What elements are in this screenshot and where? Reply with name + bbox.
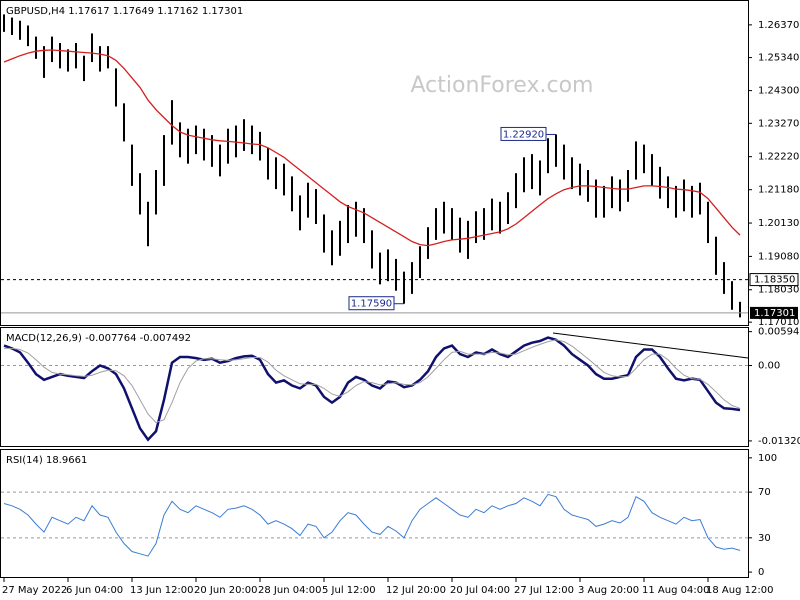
pane-title: RSI(14) 18.9661 <box>6 455 87 466</box>
rsi-pane <box>0 449 749 578</box>
y-tick-label: 70 <box>758 487 771 498</box>
y-tick-label: 0.005941 <box>758 327 800 338</box>
y-tick-label: 1.17010 <box>758 317 799 328</box>
x-tick-label: 13 Jun 12:00 <box>130 585 194 596</box>
x-tick-label: 3 Aug 20:00 <box>578 585 639 596</box>
x-tick-label: 6 Jun 04:00 <box>66 585 123 596</box>
last-price-box <box>750 306 798 319</box>
annotation-box <box>348 296 395 311</box>
y-tick-label: 100 <box>758 453 777 464</box>
y-tick-label: 1.26370 <box>758 20 799 31</box>
x-tick-label: 20 Jul 04:00 <box>450 585 510 596</box>
y-tick-label: -0.013207 <box>758 436 800 447</box>
pane-title: MACD(12,26,9) -0.007764 -0.007492 <box>6 333 191 344</box>
y-tick-label: 1.22220 <box>758 152 799 163</box>
y-tick-label: 1.25340 <box>758 53 799 64</box>
y-tick-label: 1.24300 <box>758 86 799 97</box>
y-tick-label: 1.18030 <box>758 285 799 296</box>
x-tick-label: 27 Jul 12:00 <box>514 585 574 596</box>
x-tick-label: 5 Jul 12:00 <box>322 585 376 596</box>
level-label: 1.18350 <box>754 275 795 286</box>
x-tick-label: 12 Jul 20:00 <box>386 585 446 596</box>
last-price-label: 1.17301 <box>754 308 795 319</box>
x-tick-label: 11 Aug 04:00 <box>642 585 709 596</box>
x-tick-label: 20 Jun 20:00 <box>194 585 258 596</box>
watermark: ActionForex.com <box>411 73 594 98</box>
y-tick-label: 0 <box>758 567 764 578</box>
price-pane <box>0 0 749 326</box>
indicator-line <box>3 493 741 557</box>
y-tick-label: 1.20130 <box>758 218 799 229</box>
indicator-line <box>3 336 741 442</box>
annotation-label: 1.22920 <box>503 129 544 140</box>
y-tick-label: 1.23270 <box>758 118 799 129</box>
annotation-box <box>500 126 547 141</box>
y-tick-label: 0.00 <box>758 361 780 372</box>
x-tick-label: 27 May 2022 <box>2 585 67 596</box>
level-label-box <box>749 273 799 287</box>
moving-average <box>3 49 741 247</box>
annotation-label: 1.17590 <box>351 299 392 310</box>
y-tick-label: 1.19080 <box>758 251 799 262</box>
indicator-line <box>4 339 741 424</box>
x-tick-label: 18 Aug 12:00 <box>706 585 773 596</box>
pane-title: GBPUSD,H4 1.17617 1.17649 1.17162 1.1730… <box>6 6 243 17</box>
x-tick-label: 28 Jun 04:00 <box>258 585 322 596</box>
y-tick-label: 1.21180 <box>758 185 799 196</box>
trend-line <box>552 332 749 359</box>
y-tick-label: 30 <box>758 533 771 544</box>
